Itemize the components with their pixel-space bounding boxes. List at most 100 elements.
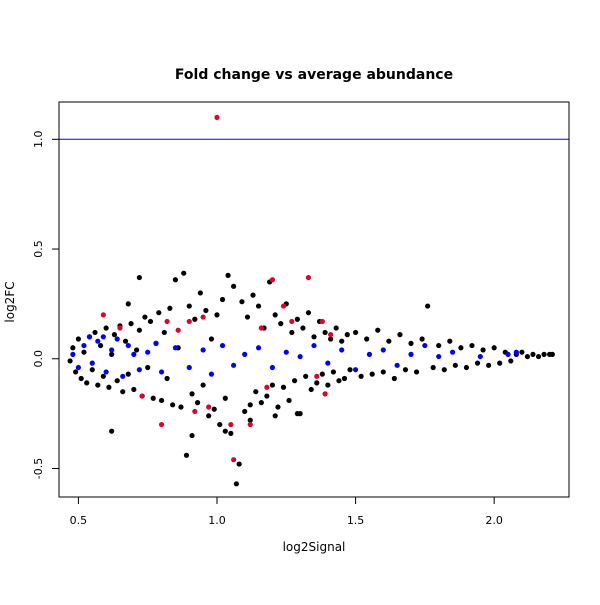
data-point-black (535, 353, 542, 360)
data-point-black (111, 332, 118, 338)
data-point-black (214, 312, 220, 318)
plot-frame (58, 101, 570, 498)
data-point-red (280, 303, 287, 309)
data-point-red (175, 327, 181, 333)
y-tick-label: -0.5 (32, 458, 45, 479)
data-point-black (200, 382, 206, 388)
data-point-black (519, 349, 525, 355)
data-point-black (70, 345, 76, 351)
data-point-blue (153, 340, 159, 346)
data-point-red (192, 408, 198, 415)
data-point-black (280, 384, 287, 390)
data-point-blue (283, 349, 289, 355)
data-point-black (328, 336, 334, 342)
data-point-red (258, 325, 264, 331)
data-point-blue (394, 362, 400, 368)
data-point-red (158, 421, 165, 428)
data-point-black (289, 329, 295, 336)
data-point-black (333, 325, 339, 331)
data-point-red (305, 274, 312, 281)
data-point-black (211, 406, 217, 412)
data-point-black (244, 314, 251, 320)
data-point-black (341, 375, 348, 382)
data-point-blue (120, 373, 126, 379)
data-point-black (358, 373, 364, 379)
data-point-black (397, 332, 403, 338)
data-point-black (189, 432, 195, 439)
data-point-black (275, 404, 281, 410)
data-point-black (231, 283, 237, 289)
data-point-black (480, 347, 486, 353)
data-point-blue (131, 351, 137, 357)
x-tick-label: 1.5 (347, 514, 365, 527)
data-point-black (303, 373, 309, 379)
data-point-black (242, 408, 248, 415)
data-point-red (314, 373, 320, 379)
data-point-black (84, 380, 90, 386)
data-point-black (300, 325, 306, 331)
data-point-red (264, 384, 270, 390)
data-point-red (247, 421, 253, 428)
data-point-black (225, 272, 231, 278)
data-point-black (255, 303, 262, 309)
data-point-black (134, 347, 140, 353)
data-point-black (203, 307, 209, 314)
data-point-red (117, 325, 123, 331)
data-point-blue (219, 342, 226, 349)
data-point-red (200, 314, 206, 320)
data-point-black (206, 413, 212, 419)
x-tick-label: 1.0 (208, 514, 226, 527)
data-point-black (167, 305, 173, 311)
y-axis-ticks: -0.5 0.0 0.5 1.0 (32, 131, 59, 479)
data-point-black (380, 369, 386, 375)
data-point-black (78, 375, 84, 382)
data-point-black (208, 336, 215, 342)
data-point-black (322, 329, 328, 336)
data-point-blue (145, 349, 151, 355)
data-point-blue (109, 347, 115, 353)
data-point-black (89, 367, 95, 373)
data-point-black (508, 358, 514, 364)
data-point-black (336, 378, 342, 384)
data-points (67, 114, 555, 487)
data-point-red (206, 404, 212, 410)
data-point-black (197, 290, 203, 296)
data-point-black (219, 296, 226, 303)
data-point-black (486, 362, 492, 368)
chart-title: Fold change vs average abundance (175, 67, 453, 83)
data-point-black (458, 345, 464, 351)
data-point-black (194, 400, 201, 406)
data-point-black (109, 351, 115, 357)
data-point-red (186, 318, 192, 325)
data-point-blue (422, 342, 428, 349)
data-point-blue (477, 353, 483, 360)
data-point-black (95, 382, 101, 388)
data-point-blue (505, 351, 511, 357)
data-point-red (214, 114, 220, 120)
data-point-red (139, 393, 145, 399)
data-point-black (305, 310, 312, 316)
data-point-black (375, 327, 381, 333)
data-point-black (391, 375, 397, 382)
data-point-black (186, 303, 192, 309)
data-point-black (258, 400, 264, 406)
data-point-black (308, 386, 314, 393)
data-point-blue (95, 338, 101, 344)
data-point-black (150, 395, 156, 401)
data-point-black (364, 336, 370, 342)
data-point-black (474, 360, 481, 366)
data-point-red (228, 421, 234, 428)
data-point-black (253, 389, 259, 395)
data-point-black (250, 292, 256, 298)
data-point-blue (100, 334, 106, 340)
data-point-black (325, 382, 331, 388)
data-point-black (92, 329, 98, 336)
data-point-black (109, 428, 115, 434)
data-point-blue (103, 369, 109, 375)
data-point-black (247, 402, 253, 408)
data-point-blue (242, 351, 248, 357)
data-point-black (128, 321, 134, 327)
x-tick-label: 2.0 (485, 514, 503, 527)
data-point-black (156, 310, 162, 316)
